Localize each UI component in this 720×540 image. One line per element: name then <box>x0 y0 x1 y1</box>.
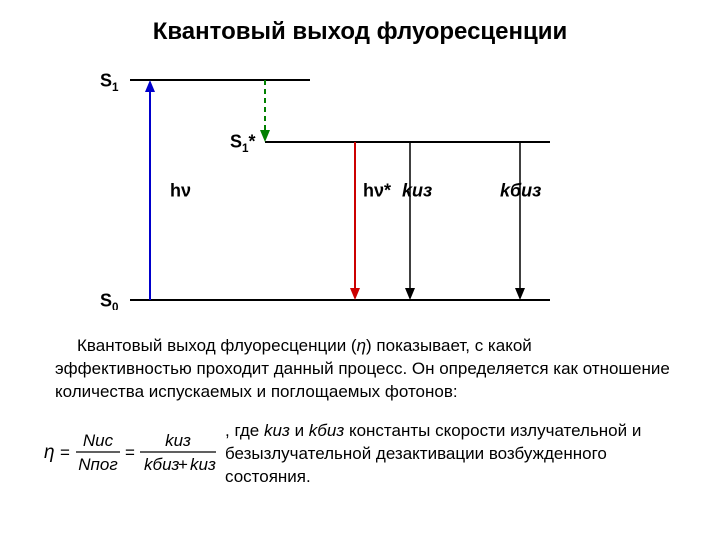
tail-and: и <box>290 421 309 440</box>
svg-text:S1: S1 <box>100 70 119 94</box>
jablonski-diagram: S1 S1* S0 hν hν* kиз kбиз <box>70 70 650 310</box>
svg-text:=: = <box>60 443 70 462</box>
svg-text:kиз: kиз <box>165 431 191 450</box>
formula-tail-text: , где kиз и kбиз константы скорости излу… <box>225 420 680 489</box>
svg-text:kиз: kиз <box>190 455 216 474</box>
svg-text:kбиз: kбиз <box>144 455 180 474</box>
svg-text:η: η <box>44 442 55 463</box>
para-eta: η <box>357 336 366 355</box>
svg-text:=: = <box>125 443 135 462</box>
tail-k2: kбиз <box>309 421 344 440</box>
svg-text:kиз: kиз <box>402 180 432 200</box>
svg-text:Nис: Nис <box>83 431 114 450</box>
formula-row: η=NисNпог=kизkбиз+kиз , где kиз и kбиз к… <box>40 420 680 489</box>
description-paragraph: Квантовый выход флуоресценции (η) показы… <box>55 335 670 404</box>
svg-text:hν*: hν* <box>363 180 391 200</box>
svg-text:S0: S0 <box>100 290 119 310</box>
tail-before: , где <box>225 421 264 440</box>
svg-text:hν: hν <box>170 180 191 200</box>
formula-svg: η=NисNпог=kизkбиз+kиз <box>40 424 225 480</box>
svg-text:kбиз: kбиз <box>500 180 541 200</box>
title-text: Квантовый выход флуоресценции <box>153 18 568 45</box>
page-title: Квантовый выход флуоресценции <box>0 18 720 46</box>
svg-text:S1*: S1* <box>230 131 256 155</box>
formula-svg-wrap: η=NисNпог=kизkбиз+kиз <box>40 424 225 485</box>
tail-k1: kиз <box>264 421 290 440</box>
svg-text:+: + <box>178 455 188 474</box>
diagram-svg: S1 S1* S0 hν hν* kиз kбиз <box>70 70 650 310</box>
para-before: Квантовый выход флуоресценции ( <box>77 336 357 355</box>
svg-text:Nпог: Nпог <box>78 455 117 474</box>
